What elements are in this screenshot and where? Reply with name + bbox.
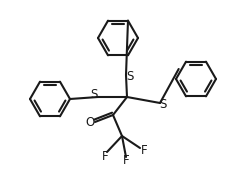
Text: S: S <box>90 88 98 102</box>
Text: F: F <box>102 149 108 163</box>
Text: O: O <box>85 116 95 128</box>
Text: F: F <box>141 143 147 157</box>
Text: S: S <box>159 98 167 112</box>
Text: S: S <box>126 70 134 82</box>
Text: F: F <box>123 155 129 167</box>
